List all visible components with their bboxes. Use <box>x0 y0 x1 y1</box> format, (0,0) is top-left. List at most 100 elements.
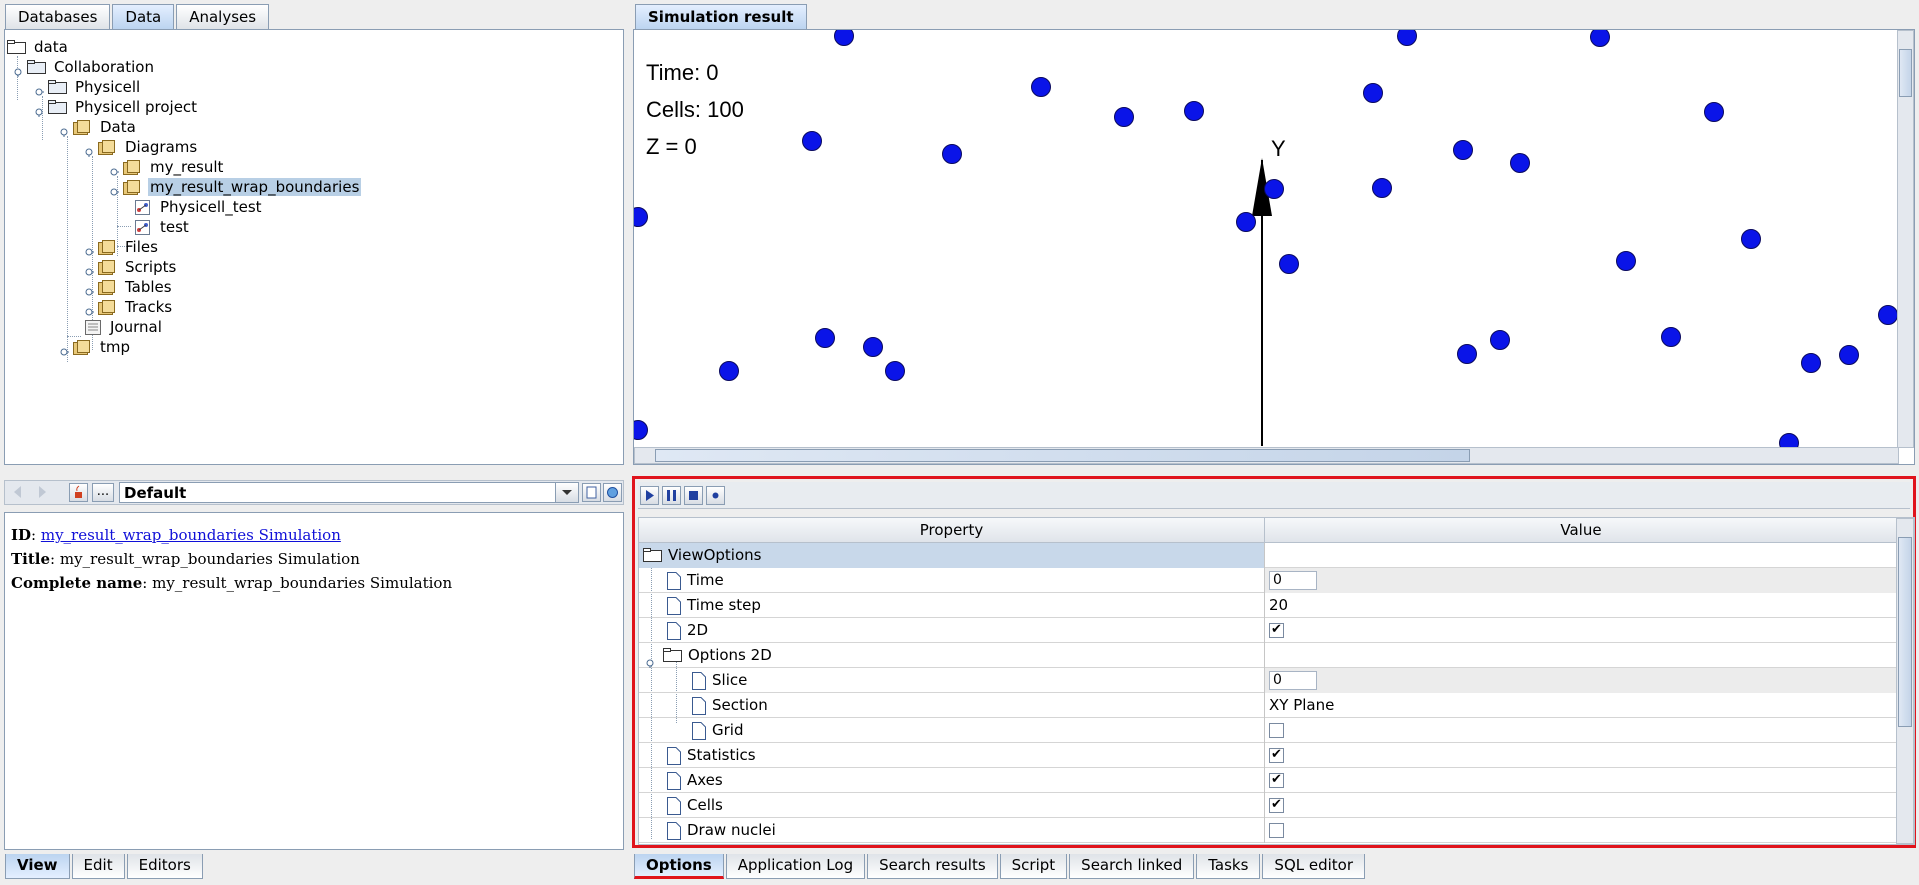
scroll-thumb[interactable] <box>655 449 1470 462</box>
property-name: Axes <box>687 771 723 789</box>
cell <box>1279 254 1299 274</box>
tab-editors[interactable]: Editors <box>126 854 203 879</box>
expand-toggle-icon[interactable] <box>34 82 44 96</box>
table-row[interactable]: Cells ✔ <box>639 793 1897 818</box>
tab-edit[interactable]: Edit <box>71 854 125 879</box>
property-name: 2D <box>687 621 709 639</box>
expand-toggle-icon[interactable] <box>13 62 23 77</box>
checkbox-grid[interactable] <box>1269 723 1284 738</box>
tree-item-journal[interactable]: Journal <box>83 317 164 337</box>
horizontal-scrollbar[interactable] <box>634 447 1899 464</box>
tree-item-physicell-project[interactable]: Physicell project <box>35 97 199 117</box>
tab-sql-editor[interactable]: SQL editor <box>1262 854 1366 879</box>
table-row[interactable]: Grid <box>639 718 1897 743</box>
top-left-tabbar: Databases Data Analyses <box>5 4 271 29</box>
tab-databases[interactable]: Databases <box>5 4 111 29</box>
tree-item-files[interactable]: Files <box>85 237 160 257</box>
stop-icon[interactable] <box>684 486 703 505</box>
tree-item-data[interactable]: Data <box>60 117 138 137</box>
expand-toggle-icon[interactable] <box>84 302 94 316</box>
vertical-scrollbar[interactable] <box>1897 30 1914 448</box>
expand-toggle-icon[interactable] <box>34 102 44 117</box>
checkbox-2d[interactable]: ✔ <box>1269 623 1284 638</box>
repository-tree[interactable]: data Collaboration Physicell Physicell p… <box>4 29 624 465</box>
time-input[interactable]: 0 <box>1269 571 1317 590</box>
tab-script[interactable]: Script <box>999 854 1068 879</box>
table-row[interactable]: Time 0 <box>639 568 1897 593</box>
cell <box>1590 30 1610 47</box>
tab-search-linked[interactable]: Search linked <box>1069 854 1195 879</box>
tab-data[interactable]: Data <box>112 4 175 29</box>
cell <box>1031 77 1051 97</box>
expand-toggle-icon[interactable] <box>109 182 119 196</box>
expand-toggle-icon[interactable] <box>84 142 94 157</box>
more-button[interactable]: ... <box>92 483 114 502</box>
tab-analyses[interactable]: Analyses <box>176 4 270 29</box>
play-icon[interactable] <box>640 486 659 505</box>
java-icon[interactable] <box>69 483 88 502</box>
checkbox-axes[interactable]: ✔ <box>1269 773 1284 788</box>
column-header-property[interactable]: Property <box>639 518 1265 543</box>
scroll-thumb[interactable] <box>1899 49 1912 97</box>
pause-icon[interactable] <box>662 486 681 505</box>
expand-toggle-icon[interactable] <box>84 242 94 256</box>
tree-item-physicell-test[interactable]: Physicell_test <box>133 197 264 217</box>
table-row[interactable]: 2D ✔ <box>639 618 1897 643</box>
table-row[interactable]: Statistics ✔ <box>639 743 1897 768</box>
table-row[interactable]: Draw nuclei <box>639 818 1897 843</box>
slice-input[interactable]: 0 <box>1269 671 1317 690</box>
simulation-canvas[interactable]: Time: 0 Cells: 100 Z = 0 Y <box>633 29 1915 465</box>
tree-item-physicell[interactable]: Physicell <box>35 77 142 97</box>
property-table: Property Value ViewOptions Time 0 Time s… <box>638 517 1915 845</box>
expand-toggle-icon[interactable] <box>84 282 94 296</box>
tree-item-my-result[interactable]: my_result <box>110 157 225 177</box>
tab-view[interactable]: View <box>5 854 70 879</box>
vertical-scrollbar[interactable] <box>1896 518 1914 844</box>
tree-item-diagrams[interactable]: Diagrams <box>85 137 199 157</box>
tree-item-tables[interactable]: Tables <box>85 277 174 297</box>
tree-item-collaboration[interactable]: Collaboration <box>13 57 156 77</box>
chevron-down-icon[interactable] <box>555 483 578 502</box>
checkbox-cells[interactable]: ✔ <box>1269 798 1284 813</box>
property-name: Slice <box>712 671 748 689</box>
checkbox-statistics[interactable]: ✔ <box>1269 748 1284 763</box>
tree-item-tracks[interactable]: Tracks <box>85 297 174 317</box>
id-link[interactable]: my_result_wrap_boundaries Simulation <box>40 526 341 544</box>
table-row[interactable]: Time step 20 <box>639 593 1897 618</box>
tab-application-log[interactable]: Application Log <box>725 854 866 879</box>
tab-options[interactable]: Options <box>634 854 724 879</box>
tab-tasks[interactable]: Tasks <box>1196 854 1261 879</box>
refresh-icon[interactable] <box>603 483 622 502</box>
record-icon[interactable] <box>706 486 725 505</box>
tab-search-results[interactable]: Search results <box>867 854 998 879</box>
scroll-thumb[interactable] <box>1898 537 1912 727</box>
pin-icon[interactable] <box>582 483 601 502</box>
expand-toggle-icon[interactable] <box>109 162 119 176</box>
cell <box>1363 83 1383 103</box>
table-row[interactable]: Options 2D <box>639 643 1897 668</box>
expand-toggle-icon[interactable] <box>59 342 69 356</box>
section-value[interactable]: XY Plane <box>1269 696 1335 714</box>
tree-item-tmp[interactable]: tmp <box>60 337 132 357</box>
table-row[interactable]: Axes ✔ <box>639 768 1897 793</box>
view-selector[interactable]: Default <box>119 482 579 503</box>
expand-toggle-icon[interactable] <box>645 651 655 668</box>
back-icon[interactable] <box>9 483 28 502</box>
tree-item-my-result-wrap-boundaries[interactable]: my_result_wrap_boundaries <box>110 177 362 197</box>
table-row[interactable]: Slice 0 <box>639 668 1897 693</box>
expand-toggle-icon[interactable] <box>59 122 69 137</box>
forward-icon[interactable] <box>33 483 52 502</box>
table-row[interactable]: ViewOptions <box>639 543 1897 568</box>
tree-item-root[interactable]: data <box>7 37 70 57</box>
tab-simulation-result[interactable]: Simulation result <box>635 4 807 29</box>
table-body: ViewOptions Time 0 Time step 20 2D ✔ Opt… <box>639 543 1897 844</box>
folder-icon <box>643 548 663 563</box>
expand-toggle-icon[interactable] <box>84 262 94 276</box>
table-row[interactable]: Section XY Plane <box>639 693 1897 718</box>
journal-icon <box>83 320 103 335</box>
checkbox-draw-nuclei[interactable] <box>1269 823 1284 838</box>
time-step-value[interactable]: 20 <box>1269 596 1289 614</box>
tree-item-scripts[interactable]: Scripts <box>85 257 178 277</box>
column-header-value[interactable]: Value <box>1560 521 1602 539</box>
tree-item-test[interactable]: test <box>133 217 191 237</box>
